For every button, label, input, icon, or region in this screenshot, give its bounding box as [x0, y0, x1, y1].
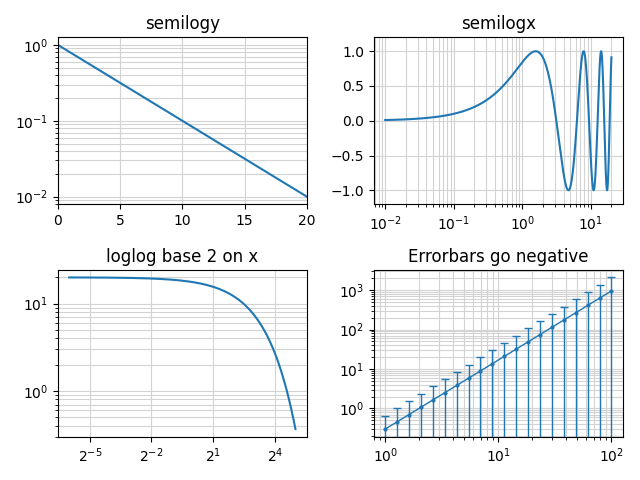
- Title: loglog base 2 on x: loglog base 2 on x: [106, 248, 259, 265]
- Title: semilogx: semilogx: [461, 15, 536, 33]
- Title: Errorbars go negative: Errorbars go negative: [408, 248, 589, 265]
- Title: semilogy: semilogy: [145, 15, 220, 33]
